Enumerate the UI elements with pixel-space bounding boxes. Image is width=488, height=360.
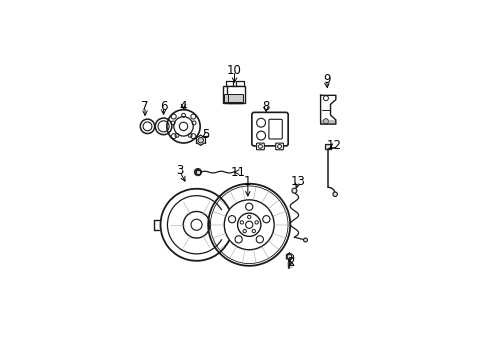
- Text: 1: 1: [244, 175, 251, 188]
- Text: 2: 2: [286, 256, 294, 269]
- Text: 8: 8: [262, 100, 269, 113]
- Circle shape: [286, 255, 291, 259]
- Bar: [195, 170, 200, 174]
- Text: 3: 3: [175, 164, 183, 177]
- FancyBboxPatch shape: [275, 143, 283, 150]
- Bar: [223, 86, 242, 103]
- Text: 4: 4: [180, 100, 187, 113]
- Bar: [227, 86, 244, 103]
- Text: 11: 11: [230, 166, 245, 179]
- Bar: [223, 94, 240, 102]
- FancyBboxPatch shape: [251, 112, 287, 146]
- Bar: [325, 144, 330, 149]
- Polygon shape: [320, 95, 335, 124]
- Bar: [228, 94, 243, 102]
- Text: 10: 10: [226, 64, 242, 77]
- Circle shape: [198, 138, 203, 143]
- Text: 7: 7: [141, 100, 148, 113]
- Text: 9: 9: [322, 73, 329, 86]
- FancyBboxPatch shape: [256, 143, 264, 150]
- FancyBboxPatch shape: [268, 119, 282, 139]
- Circle shape: [291, 188, 296, 193]
- Circle shape: [332, 192, 337, 197]
- Text: 12: 12: [325, 139, 341, 152]
- Text: 13: 13: [290, 175, 305, 188]
- Circle shape: [303, 238, 307, 242]
- Circle shape: [195, 169, 200, 175]
- Text: 5: 5: [202, 128, 209, 141]
- Text: 6: 6: [160, 100, 167, 113]
